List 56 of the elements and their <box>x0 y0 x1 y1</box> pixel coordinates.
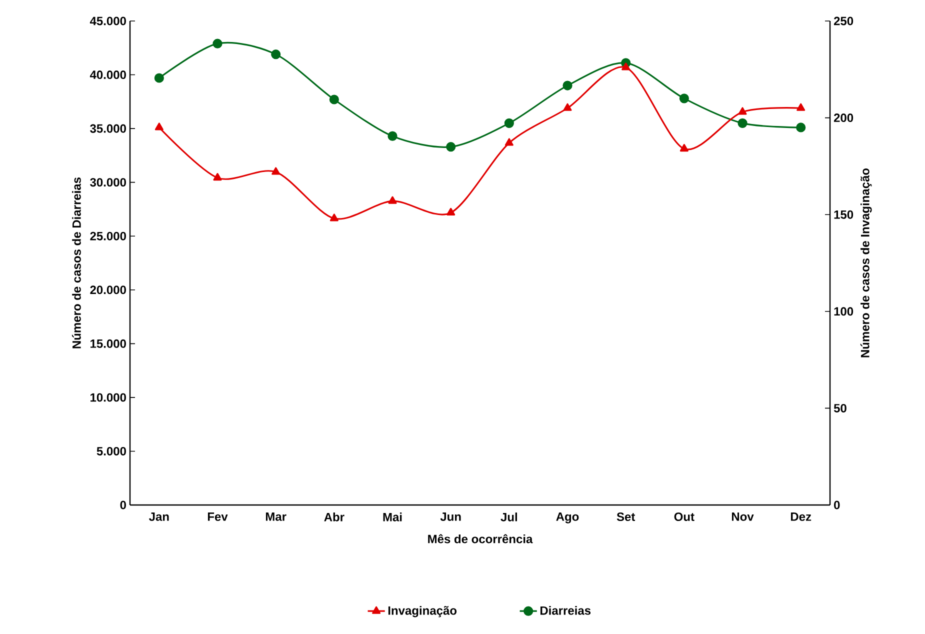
y-tick-label: 40.000 <box>90 70 126 80</box>
y2-tick-label: 250 <box>834 16 854 26</box>
y2-tick-label: 150 <box>834 210 854 219</box>
y2-tick-label: 100 <box>834 307 854 316</box>
point <box>680 144 688 152</box>
x-tick-label: Dez <box>790 512 812 521</box>
x-tick-label: Out <box>674 512 694 522</box>
point <box>504 118 514 128</box>
x-tick-label: Jan <box>149 512 169 521</box>
point <box>329 94 339 104</box>
y2-tick-label: 50 <box>834 404 846 412</box>
y-tick-label: 15.000 <box>90 339 126 348</box>
x-tick-label: Jun <box>440 512 461 521</box>
y-tick-label: 45.000 <box>90 16 126 26</box>
y2-tick-label: 200 <box>834 114 854 122</box>
point <box>446 142 456 152</box>
y2-axis-title: Número de casos de Invaginação <box>860 168 872 358</box>
x-tick-label: Mai <box>383 512 402 522</box>
x-tick-label: Ago <box>556 512 579 524</box>
legend-label: Invaginação <box>388 606 457 618</box>
point <box>154 122 164 130</box>
point <box>796 103 806 111</box>
point <box>330 214 338 222</box>
point <box>388 196 397 204</box>
point <box>213 173 222 181</box>
x-tick-label: Mar <box>266 512 286 521</box>
point <box>504 138 514 146</box>
y-tick-label: 10.000 <box>90 393 126 402</box>
x-tick-label: Jul <box>500 512 517 522</box>
point <box>388 131 398 141</box>
y-tick-label: 0 <box>120 500 126 510</box>
legend-label: Diarreias <box>540 606 591 615</box>
point <box>679 94 689 104</box>
y-tick-label: 20.000 <box>90 286 126 294</box>
y-tick-label: 30.000 <box>90 178 126 187</box>
point <box>738 107 747 115</box>
point <box>272 167 280 175</box>
x-tick-label: Set <box>616 512 636 522</box>
point <box>212 38 222 48</box>
point <box>563 103 572 111</box>
point <box>154 73 164 83</box>
point <box>562 80 572 90</box>
point <box>622 62 630 70</box>
x-tick-label: Abr <box>324 512 344 522</box>
point <box>446 208 456 216</box>
x-axis-title: Mês de ocorrência <box>428 534 533 544</box>
y-axis-title: Número de casos de Diarreias <box>72 177 81 348</box>
x-tick-label: Fev <box>208 512 228 521</box>
y-tick-label: 35.000 <box>90 124 126 133</box>
point <box>738 118 748 128</box>
x-tick-label: Nov <box>732 512 754 521</box>
point <box>271 50 281 60</box>
y-tick-label: 25.000 <box>90 232 126 240</box>
point <box>796 122 806 132</box>
y2-tick-label: 0 <box>834 500 840 510</box>
y-tick-label: 5.000 <box>96 446 126 456</box>
